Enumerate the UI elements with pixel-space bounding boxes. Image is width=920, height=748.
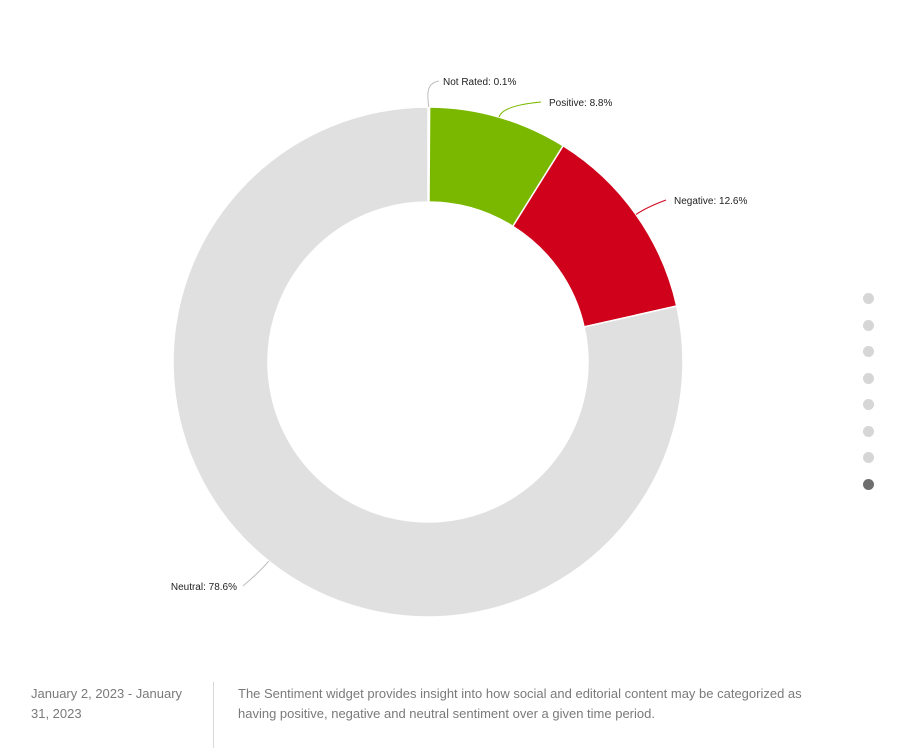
widget-footer: January 2, 2023 - January 31, 2023 The S… xyxy=(0,680,920,748)
pager-dot[interactable] xyxy=(863,319,874,331)
widget-description: The Sentiment widget provides insight in… xyxy=(238,686,802,721)
slice-label-positive: Positive: 8.8% xyxy=(549,98,612,109)
connector-negative xyxy=(635,199,667,215)
pager-dot[interactable] xyxy=(863,399,874,410)
slice-label-negative: Negative: 12.6% xyxy=(674,196,747,207)
pager-dot[interactable] xyxy=(863,372,874,384)
pager-dot[interactable] xyxy=(863,346,874,357)
chart-pager xyxy=(863,293,875,505)
pager-dot[interactable] xyxy=(863,425,874,437)
connector-not-rated xyxy=(427,80,440,108)
slice-label-neutral: Neutral: 78.6% xyxy=(171,582,237,593)
pager-dot[interactable] xyxy=(863,478,874,490)
pager-dot[interactable] xyxy=(863,293,874,304)
sentiment-donut-chart: Not Rated: 0.1% Positive: 8.8% Negative: 1… xyxy=(171,77,747,618)
pager-dot[interactable] xyxy=(863,452,874,463)
connector-neutral xyxy=(242,560,270,587)
footer-divider xyxy=(213,682,214,748)
connector-positive xyxy=(498,101,542,118)
date-range-text: January 2, 2023 - January 31, 2023 xyxy=(31,686,183,721)
slice-label-not-rated: Not Rated: 0.1% xyxy=(443,77,516,88)
slice-neutral[interactable] xyxy=(172,106,684,618)
